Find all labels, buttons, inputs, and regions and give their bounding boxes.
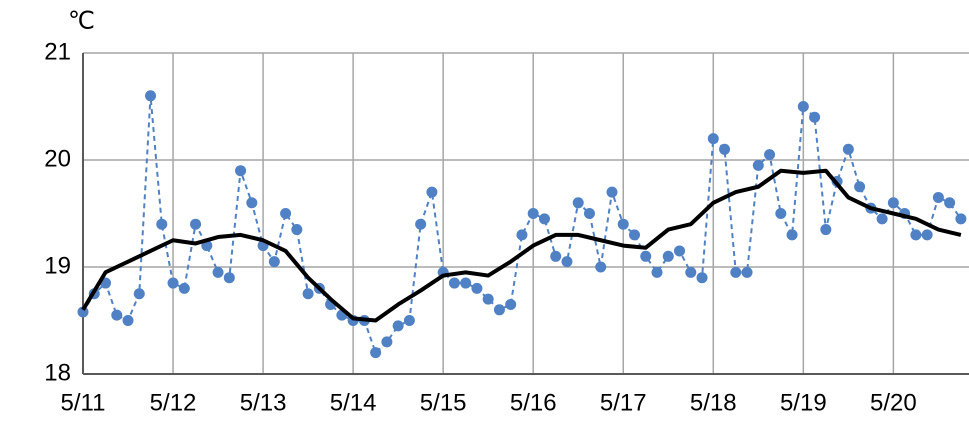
data-point [133,288,145,300]
data-point [775,208,787,219]
data-point [752,159,764,171]
data-point [122,315,134,326]
x-tick-label: 5/12 [150,389,197,416]
data-point [662,250,674,262]
data-point [280,208,292,219]
data-point [392,320,404,332]
data-point [651,266,663,278]
data-point [471,282,483,294]
data-point [212,266,224,278]
data-point [460,277,472,289]
data-point [730,266,742,278]
data-point [268,256,280,268]
data-point [516,229,528,241]
data-point [640,250,652,262]
series-line [82,94,962,354]
data-point [223,272,235,284]
data-point [370,347,382,359]
data-point [583,208,595,219]
data-point [426,186,438,198]
data-point [696,272,708,284]
y-tick-label: 19 [44,252,71,279]
data-point [190,218,202,230]
data-point [403,315,415,326]
data-point [291,224,303,236]
data-point [482,293,494,305]
x-tick-label: 5/18 [690,389,737,416]
data-point [617,218,629,230]
data-point [77,306,89,318]
data-point [820,224,832,236]
data-point [707,133,719,145]
data-point [381,336,393,348]
data-point [685,266,697,278]
data-point [167,277,179,289]
series-line [81,168,962,323]
data-point [302,288,314,300]
data-point [145,90,157,102]
data-point [842,143,854,155]
y-tick-label: 21 [44,38,71,65]
x-tick-label: 5/16 [510,389,557,416]
data-point [538,213,550,225]
data-point [764,149,776,161]
data-point [944,197,956,209]
data-point [910,229,922,241]
x-tick-label: 5/14 [330,389,377,416]
data-point [550,250,562,262]
data-point [719,143,731,155]
data-point [876,213,888,225]
data-point [932,191,944,203]
data-point [572,197,584,209]
y-tick-label: 18 [44,359,71,386]
data-point [854,181,866,193]
x-tick-label: 5/19 [780,389,827,416]
x-tick-label: 5/11 [61,389,106,416]
data-point [178,282,190,294]
x-tick-label: 5/15 [420,389,467,416]
data-point [156,218,168,230]
data-point [921,229,933,241]
data-point [561,256,573,268]
y-tick-label: 20 [44,145,71,172]
data-point [235,165,247,177]
data-point [111,309,123,321]
data-point [786,229,798,241]
data-point [606,186,618,198]
y-axis-label: ℃ [68,7,95,34]
x-tick-label: 5/17 [600,389,647,416]
x-tick-label: 5/20 [870,389,917,416]
data-point [741,266,753,278]
x-tick-label: 5/13 [240,389,287,416]
data-point [448,277,460,289]
data-point [595,261,607,273]
data-point [797,101,809,112]
data-point [505,298,517,310]
data-point [246,197,258,209]
data-point [955,213,967,225]
data-point [527,208,539,219]
data-point [628,229,640,241]
data-point [809,111,821,123]
data-point [493,304,505,316]
data-point [674,245,686,257]
data-point [887,197,899,209]
data-point [415,218,427,230]
